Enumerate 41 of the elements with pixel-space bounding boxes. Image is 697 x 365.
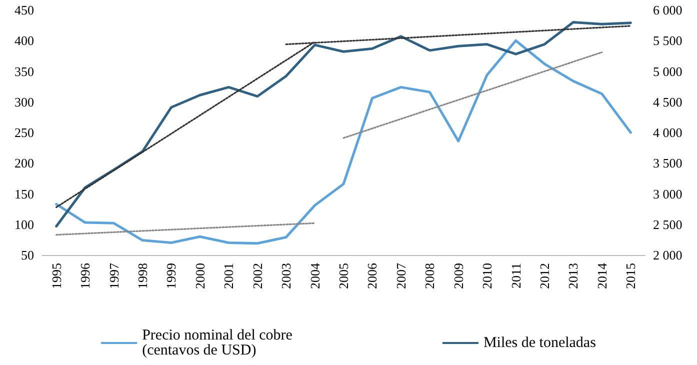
x-tick-label: 1996 xyxy=(78,262,93,289)
y2-tick-label: 4 000 xyxy=(653,125,682,140)
legend-label: Precio nominal del cobre (centavos de USD) xyxy=(142,328,293,358)
y-tick-label: 350 xyxy=(14,64,34,79)
y-tick-label: 450 xyxy=(14,2,34,18)
x-tick-label: 2012 xyxy=(537,263,552,289)
x-tick-label: 2008 xyxy=(422,263,438,289)
y-tick-label: 50 xyxy=(21,248,34,262)
y-tick-label: 250 xyxy=(14,125,34,140)
x-tick-label: 2010 xyxy=(480,263,495,289)
x-tick-label: 2007 xyxy=(393,262,408,289)
x-tick-label: 2013 xyxy=(566,263,581,289)
x-tick-label: 2015 xyxy=(623,263,638,289)
x-tick-label: 2014 xyxy=(594,262,610,289)
x-tick-label: 1997 xyxy=(106,262,122,289)
y-tick-label: 300 xyxy=(14,94,34,110)
x-tick-label: 2000 xyxy=(192,263,208,289)
y2-tick-label: 4 500 xyxy=(653,94,682,110)
y2-tick-label: 3 500 xyxy=(653,156,682,171)
x-tick-label: 2006 xyxy=(364,262,380,289)
x-tick-label: 2004 xyxy=(307,262,322,289)
x-tick-label: 1999 xyxy=(164,263,179,289)
y-tick-label: 100 xyxy=(14,216,34,232)
x-tick-label: 1995 xyxy=(48,263,64,289)
x-tick-label: 2003 xyxy=(278,263,294,289)
x-tick-label: 2002 xyxy=(250,263,265,289)
legend-label: Miles de toneladas xyxy=(483,335,596,351)
y2-tick-label: 5 000 xyxy=(653,64,682,79)
x-tick-label: 1998 xyxy=(135,263,150,289)
y-tick-label: 150 xyxy=(14,186,34,202)
x-tick-label: 2005 xyxy=(336,263,351,289)
y2-tick-label: 6 000 xyxy=(653,2,682,18)
y2-tick-label: 2 500 xyxy=(653,216,682,232)
x-tick-label: 2011 xyxy=(508,263,524,289)
y2-tick-label: 2 000 xyxy=(653,248,682,262)
x-tick-label: 2009 xyxy=(450,263,466,289)
y-tick-label: 200 xyxy=(14,156,34,171)
y2-tick-label: 5 500 xyxy=(653,33,682,48)
y-tick-label: 400 xyxy=(14,33,34,48)
y2-tick-label: 3 000 xyxy=(653,186,682,202)
x-tick-label: 2001 xyxy=(221,263,236,289)
